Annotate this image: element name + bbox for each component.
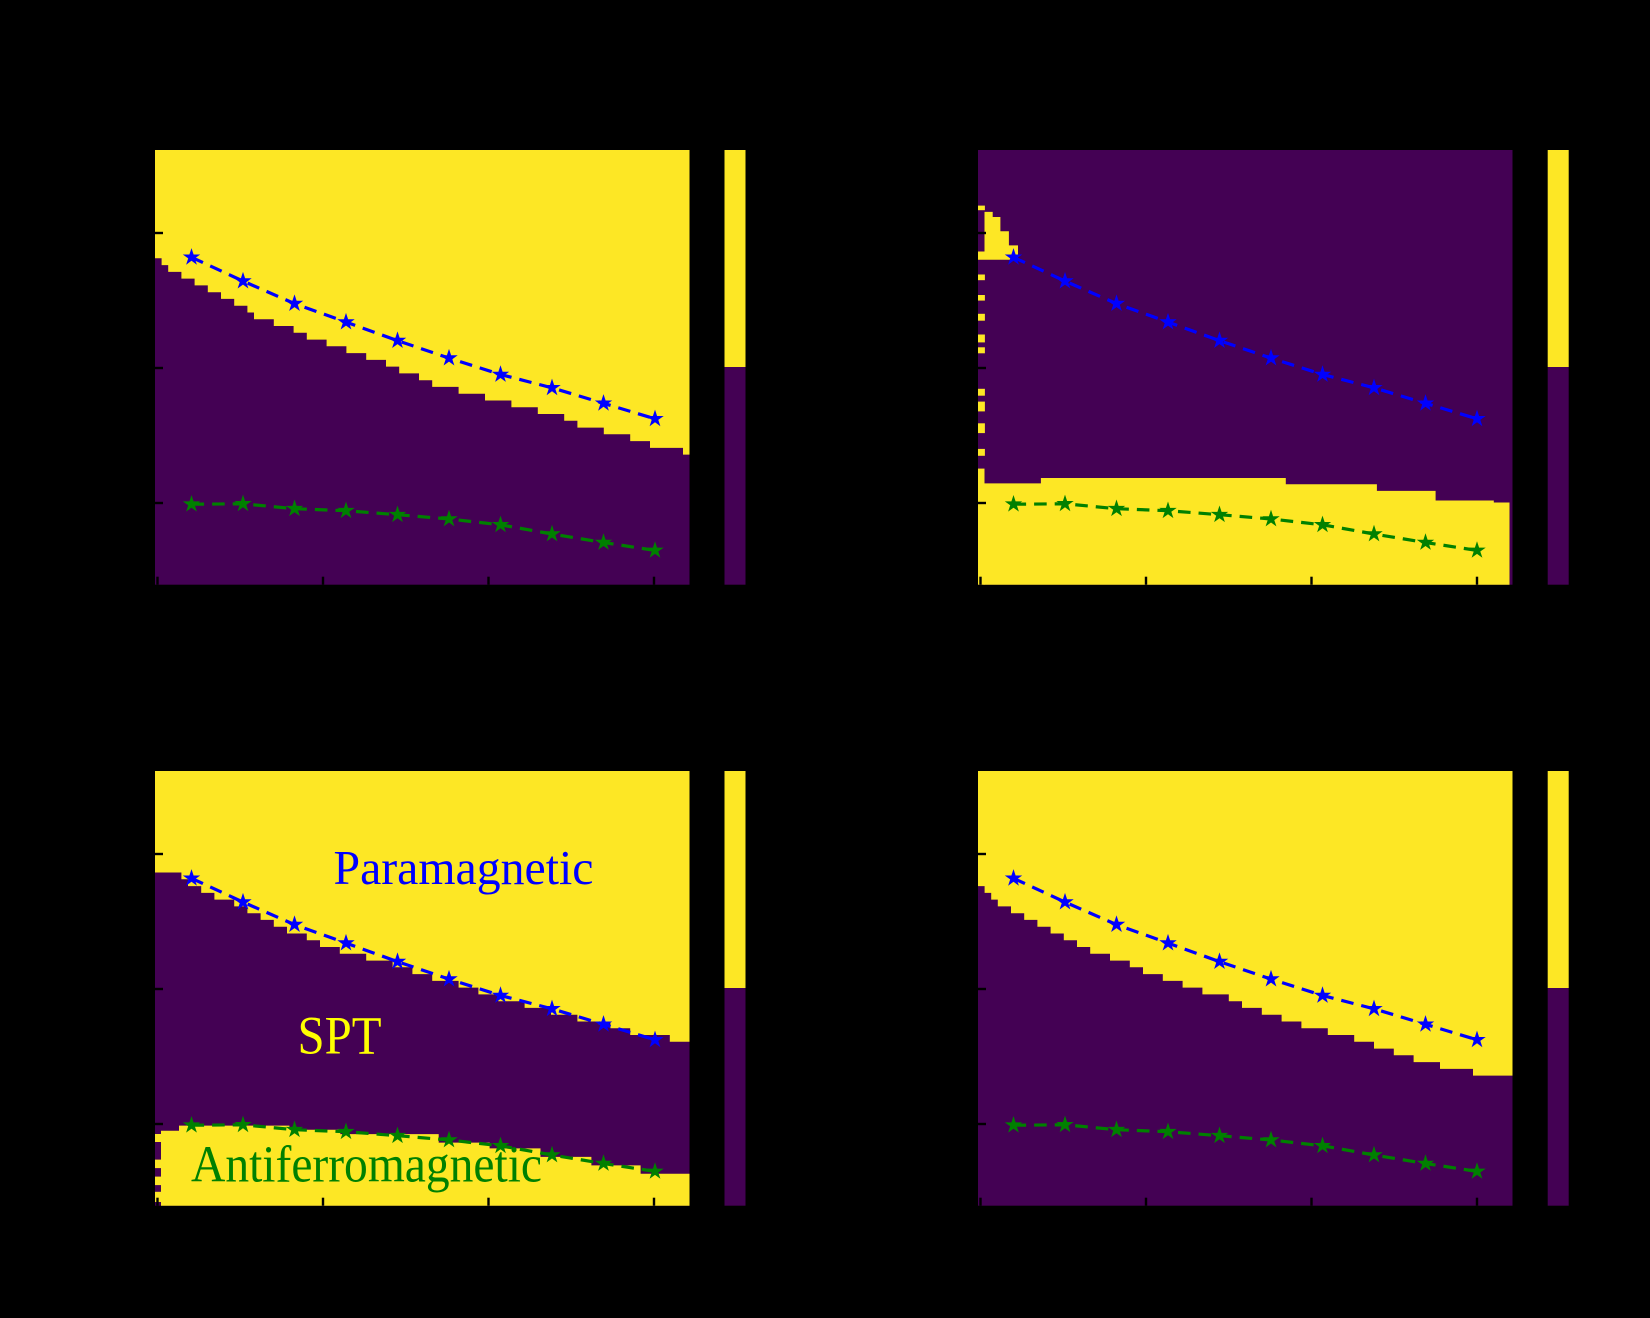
svg-text:Paramagnetic: Paramagnetic [334, 842, 594, 895]
svg-text:SPT: SPT [298, 1006, 382, 1066]
svg-text:Antiferromagnetic: Antiferromagnetic [191, 1137, 542, 1194]
